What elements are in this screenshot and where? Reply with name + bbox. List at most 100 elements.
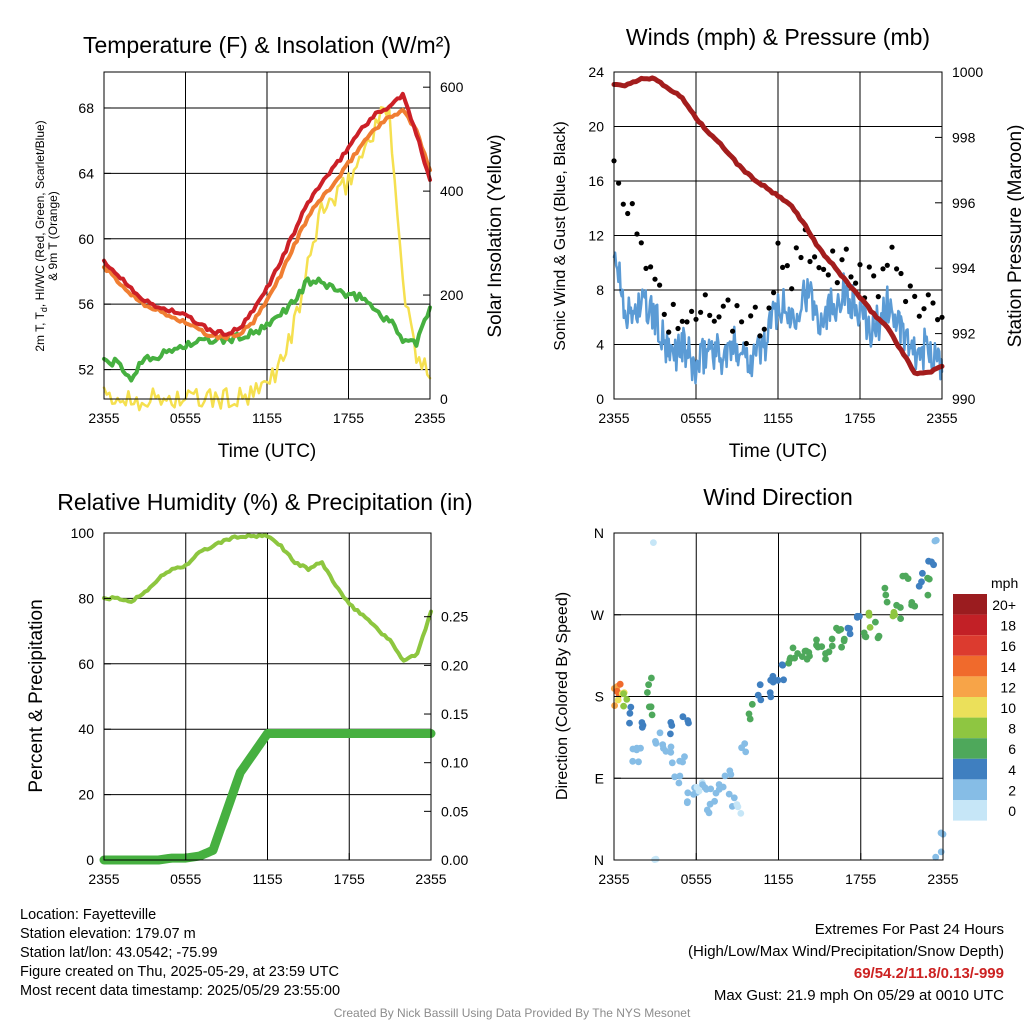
rh-y2tick-label: 0.10: [441, 755, 468, 771]
gust-point: [912, 293, 918, 299]
direction-point: [889, 612, 897, 620]
gust-point: [707, 312, 713, 318]
temp-xlabel: Time (UTC): [218, 441, 317, 462]
dir-ytick-label: N: [594, 525, 604, 541]
wind-xtick-label: 0555: [680, 410, 711, 426]
wind-ylabel: Sonic Wind & Gust (Blue, Black): [552, 121, 569, 350]
direction-point: [626, 709, 634, 717]
direction-point: [707, 785, 715, 793]
legend-label: 18: [1000, 618, 1016, 634]
direction-point: [613, 687, 621, 695]
direction-point: [656, 729, 664, 737]
direction-point: [748, 700, 756, 708]
direction-point: [828, 635, 836, 643]
gust-point: [880, 266, 886, 272]
direction-point: [668, 759, 676, 767]
gust-point: [752, 304, 758, 310]
temp-ylabel: 2m T, Td, HI/WC (Red, Green, Scarlet/Blu…: [33, 120, 49, 351]
direction-point: [676, 772, 684, 780]
temp-y2tick-label: 600: [440, 79, 464, 95]
direction-point: [645, 681, 652, 689]
humidity-panel: Relative Humidity (%) & Precipitation (i…: [26, 489, 473, 887]
temp-xtick-label: 0555: [170, 410, 201, 426]
dir-ylabel: Direction (Colored By Speed): [554, 592, 571, 800]
legend-swatch: [953, 594, 987, 615]
direction-point: [872, 618, 879, 626]
recent-timestamp: Most recent data timestamp: 2025/05/29 2…: [20, 983, 341, 999]
gust-point: [843, 246, 849, 252]
direction-point: [667, 730, 674, 738]
direction-point: [611, 702, 618, 709]
wind-ytick-label: 0: [596, 391, 604, 407]
direction-point: [668, 722, 676, 729]
legend-swatch: [953, 717, 987, 739]
direction-point: [652, 739, 660, 747]
gust-point: [907, 283, 913, 289]
gust-point: [716, 314, 722, 320]
gust-point: [679, 318, 685, 324]
temp-ytick-label: 52: [78, 362, 94, 378]
direction-point: [930, 561, 937, 569]
wind-panel: Winds (mph) & Pressure (mb) 2355 0555 1155…: [552, 24, 1024, 462]
direction-point: [825, 648, 833, 656]
wind-title: Winds (mph) & Pressure (mb): [626, 24, 930, 50]
gust-point: [734, 303, 740, 309]
wind-ytick-label: 8: [596, 282, 604, 298]
gust-point: [666, 329, 672, 335]
direction-point: [924, 574, 931, 582]
gust-point: [725, 297, 731, 303]
direction-point: [919, 569, 926, 577]
dir-xtick-label: 2355: [598, 871, 629, 887]
gust-point: [757, 333, 763, 339]
direction-point: [931, 537, 939, 545]
wind-xtick-label: 1155: [763, 410, 793, 426]
direction-point: [882, 591, 890, 599]
temp-ylabel-subscript: d: [39, 307, 49, 312]
temp-y2tick-label: 400: [440, 183, 464, 199]
direction-point: [918, 578, 925, 586]
temp-ticks: 2355 0555 1155 1755 2355 52 56 60 64 68 0 200 400 600: [78, 79, 463, 426]
gust-point: [661, 311, 667, 317]
gust-point: [625, 210, 631, 217]
extremes-subheading: (High/Low/Max Wind/Precipitation/Snow De…: [688, 943, 1004, 960]
direction-point: [648, 674, 655, 682]
direction-point: [690, 791, 697, 798]
direction-point: [897, 615, 904, 622]
figure-created: Figure created on Thu, 2025-05-29, at 23…: [20, 964, 339, 980]
gust-point: [789, 286, 795, 292]
wind-y2tick-label: 1000: [952, 64, 983, 80]
direction-point: [620, 702, 627, 710]
direction-point: [937, 848, 945, 856]
direction-point: [738, 744, 745, 752]
gust-point: [798, 254, 804, 261]
gust-point: [739, 319, 745, 325]
gust-point: [748, 313, 754, 319]
gust-point: [648, 264, 654, 270]
gust-point: [657, 282, 663, 288]
station-location: Location: Fayetteville: [20, 907, 157, 923]
legend-title: mph: [991, 575, 1018, 591]
direction-point: [737, 810, 745, 817]
rh-ytick-label: 60: [78, 656, 94, 672]
direction-point: [883, 598, 891, 606]
gust-point: [839, 257, 845, 263]
temp-ylabel-line-2: & 9m T (Orange): [46, 191, 60, 281]
dir-ytick-label: S: [595, 689, 604, 705]
gust-point: [793, 245, 799, 251]
direction-point: [746, 715, 754, 723]
direction-point: [650, 539, 657, 546]
gust-point: [775, 240, 781, 246]
gust-point: [634, 231, 640, 237]
direction-point: [627, 703, 635, 711]
gust-point: [684, 319, 690, 325]
dir-ticks: 2355 0555 1155 1755 2355 N E S W N: [591, 525, 959, 887]
gust-point: [930, 300, 936, 306]
direction-point: [638, 719, 646, 726]
gust-point: [698, 309, 704, 315]
direction-point: [742, 748, 750, 756]
dir-xtick-label: 1155: [763, 871, 793, 887]
gust-point: [935, 317, 941, 323]
station-info: Location: Fayetteville Station elevation…: [20, 906, 340, 1001]
wind-ytick-label: 16: [588, 173, 604, 189]
gust-point: [871, 273, 877, 279]
